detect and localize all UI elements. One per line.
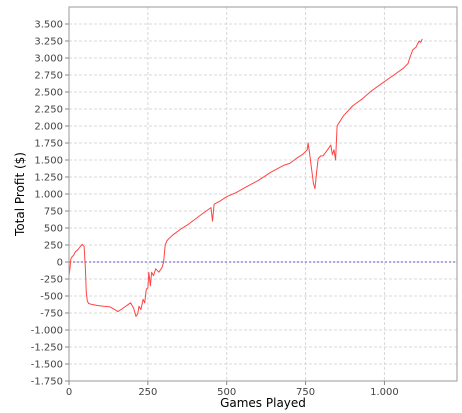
- y-tick-label: 2.500: [34, 88, 63, 99]
- y-axis-title: Total Profit ($): [13, 152, 27, 237]
- x-tick-label: 750: [296, 387, 315, 398]
- x-tick-label: 250: [138, 387, 157, 398]
- plot-frame: [68, 6, 458, 382]
- y-tick-label: 2.750: [34, 71, 63, 82]
- y-tick-label: -750: [40, 309, 63, 320]
- y-tick-label: 250: [44, 241, 63, 252]
- y-tick-label: -1.500: [31, 360, 63, 371]
- y-tick-label: 1.750: [34, 139, 63, 150]
- y-tick-label: -250: [40, 275, 63, 286]
- y-tick-label: 3.500: [34, 20, 63, 31]
- y-tick-label: 1.500: [34, 156, 63, 167]
- y-tick-label: 2.250: [34, 105, 63, 116]
- y-tick-label: -1.250: [31, 343, 63, 354]
- x-tick-label: 1.000: [370, 387, 399, 398]
- y-tick-label: 2.000: [34, 122, 63, 133]
- y-tick-label: -500: [40, 292, 63, 303]
- series-group: [68, 38, 423, 317]
- x-axis-title: Games Played: [220, 396, 306, 410]
- y-tick-label: 500: [44, 224, 63, 235]
- profit-series-line: [68, 38, 423, 317]
- y-tick-label: 3.250: [34, 37, 63, 48]
- x-tick-label: 0: [66, 387, 72, 398]
- y-tick-label: 1.000: [34, 190, 63, 201]
- y-tick-label: 0: [57, 258, 63, 269]
- y-tick-label: 3.000: [34, 54, 63, 65]
- y-tick-label: 1.250: [34, 173, 63, 184]
- y-tick-label: -1.000: [31, 326, 63, 337]
- grid-lines: [68, 7, 457, 382]
- x-axis: 0 250 500 750 1.000: [66, 381, 399, 398]
- x-tick-label: 500: [217, 387, 236, 398]
- y-tick-label: 750: [44, 207, 63, 218]
- y-tick-label: -1.750: [31, 377, 63, 388]
- y-axis: 3.500 3.250 3.000 2.750 2.500 2.250 2.000 1.750…: [31, 20, 69, 388]
